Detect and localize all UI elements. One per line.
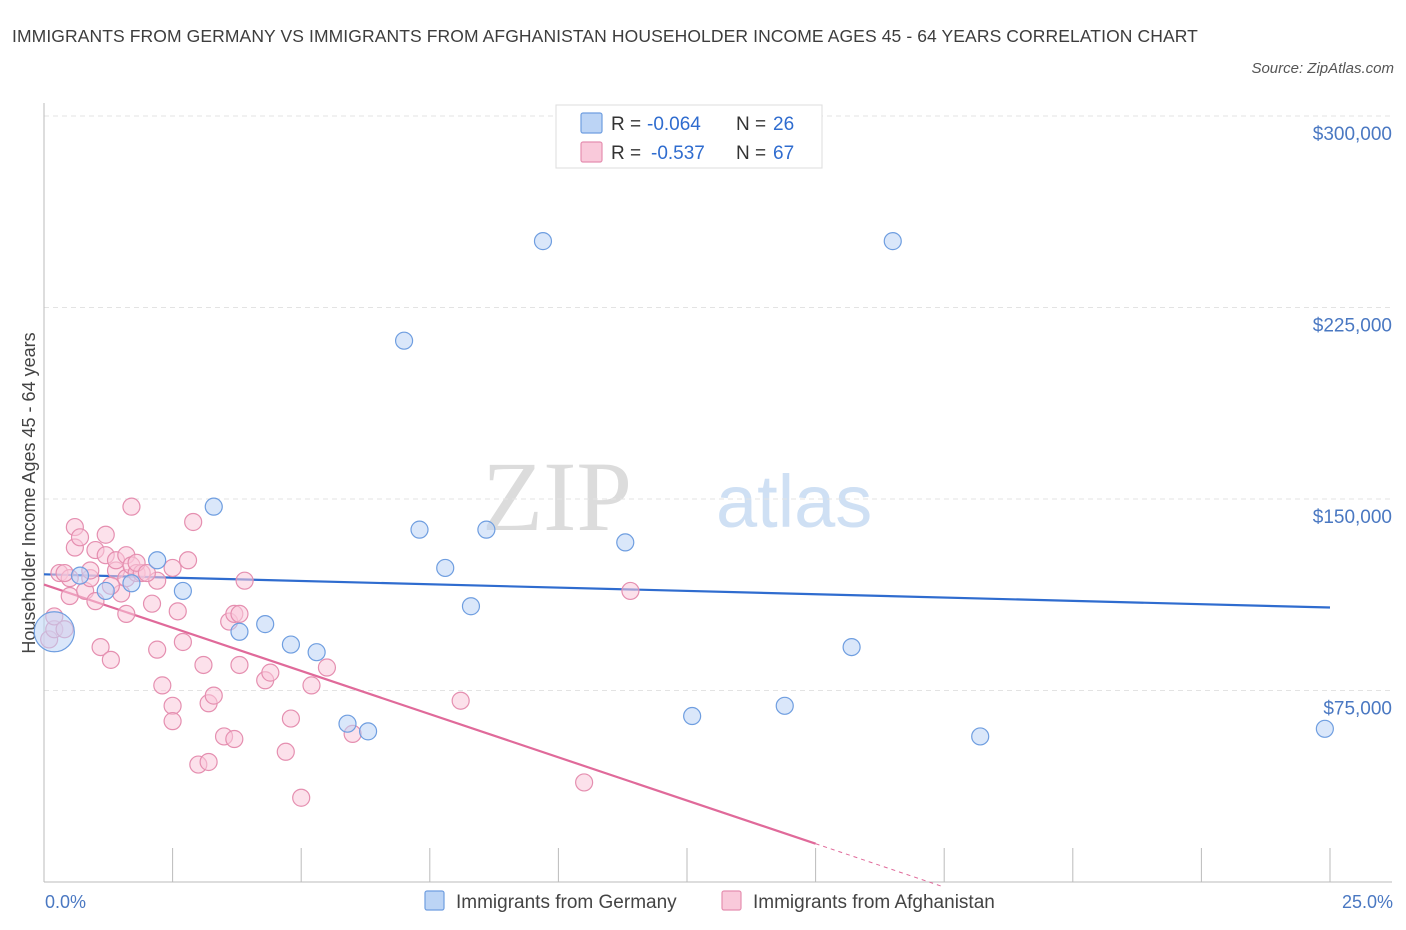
point-afghanistan [153,676,172,695]
trend-lines [43,573,1331,888]
watermark-atlas: atlas [716,460,872,543]
point-afghanistan [204,686,223,705]
point-afghanistan [55,563,74,583]
point-germany [1315,719,1334,738]
point-afghanistan [184,512,203,532]
point-afghanistan [451,691,470,710]
point-germany [204,497,223,516]
watermark: ZIP atlas [482,441,872,552]
point-afghanistan [575,773,594,792]
point-afghanistan [281,709,301,728]
point-afghanistan [163,696,182,715]
trendline-afghanistan [43,583,816,845]
point-afghanistan [621,581,640,601]
point-afghanistan [70,528,90,547]
point-germany [70,566,90,585]
axes [43,103,1392,883]
point-afghanistan [317,658,337,677]
point-afghanistan [230,604,249,624]
point-afghanistan [199,752,218,772]
point-afghanistan [194,655,213,675]
point-germany [461,597,481,616]
series-legend-label-germany: Immigrants from Germany [456,892,677,913]
legend-r-value-germany: -0.064 [647,114,701,135]
point-afghanistan [60,586,79,606]
data-points [33,232,1334,807]
x-tick-label: 0.0% [45,892,86,912]
point-afghanistan [178,551,198,570]
point-germany [971,727,990,746]
y-tick-label: $300,000 [1313,124,1392,145]
legend-r-label-afghanistan: R = [611,143,641,164]
point-germany [358,722,378,741]
point-germany [477,520,496,539]
point-germany [883,232,902,251]
legend-n-label-germany: N = [736,114,766,135]
point-afghanistan [276,742,295,761]
point-germany [338,714,357,733]
point-afghanistan [235,571,254,590]
point-germany [173,581,192,601]
point-afghanistan [225,729,244,749]
point-germany [307,643,326,662]
chart-title: IMMIGRANTS FROM GERMANY VS IMMIGRANTS FR… [12,26,1198,46]
point-afghanistan [148,640,167,659]
point-afghanistan [91,637,110,657]
legend-swatch-germany [580,112,603,134]
point-afghanistan [101,650,120,669]
point-afghanistan [302,676,321,695]
series-legend-swatch-afghanistan [721,890,742,911]
source-label: Source: ZipAtlas.com [1251,60,1394,77]
point-germany [230,622,249,641]
point-germany [122,574,141,593]
x-tick-label: 25.0% [1342,892,1393,912]
y-tick-labels: $75,000 $150,000 $225,000 $300,000 [1313,124,1392,720]
point-afghanistan [137,563,156,583]
point-germany [33,611,75,653]
point-afghanistan [163,712,182,731]
y-tick-label: $225,000 [1313,316,1392,337]
point-afghanistan [142,594,162,613]
legend-n-value-germany: 26 [773,114,794,135]
x-tick-labels: 0.0% 25.0% [45,892,1393,912]
legend-swatch-afghanistan [580,141,603,163]
point-afghanistan [168,602,187,621]
point-germany [775,696,794,715]
point-germany [394,331,414,350]
series-legend-swatch-germany [424,890,445,911]
correlation-legend: R = -0.064 N = 26 R = -0.537 N = 67 [555,104,823,169]
y-tick-label: $150,000 [1313,507,1392,528]
legend-n-label-afghanistan: N = [736,143,766,164]
point-afghanistan [292,788,311,807]
point-germany [281,635,301,654]
legend-r-label-germany: R = [611,114,641,135]
point-germany [533,232,553,251]
point-germany [148,551,167,570]
watermark-zip: ZIP [482,441,632,552]
series-legend-label-afghanistan: Immigrants from Afghanistan [753,892,995,913]
point-germany [842,637,861,657]
legend-n-value-afghanistan: 67 [773,143,794,164]
y-axis-label: Householder Income Ages 45 - 64 years [19,332,39,653]
y-tick-label: $75,000 [1323,699,1392,720]
trendline-afghanistan-extension [815,843,945,888]
point-afghanistan [122,497,141,516]
point-afghanistan [96,525,115,544]
point-germany [256,615,275,634]
point-germany [683,706,702,726]
point-afghanistan [261,663,280,682]
point-germany [96,581,115,601]
point-germany [410,520,429,539]
series-legend: Immigrants from Germany Immigrants from … [424,890,995,913]
point-afghanistan [230,655,249,675]
point-germany [436,558,455,578]
legend-r-value-afghanistan: -0.537 [651,143,705,164]
point-afghanistan [117,604,136,624]
point-afghanistan [163,558,182,578]
point-germany [616,533,635,552]
point-afghanistan [173,632,192,652]
trendline-germany [43,573,1331,609]
